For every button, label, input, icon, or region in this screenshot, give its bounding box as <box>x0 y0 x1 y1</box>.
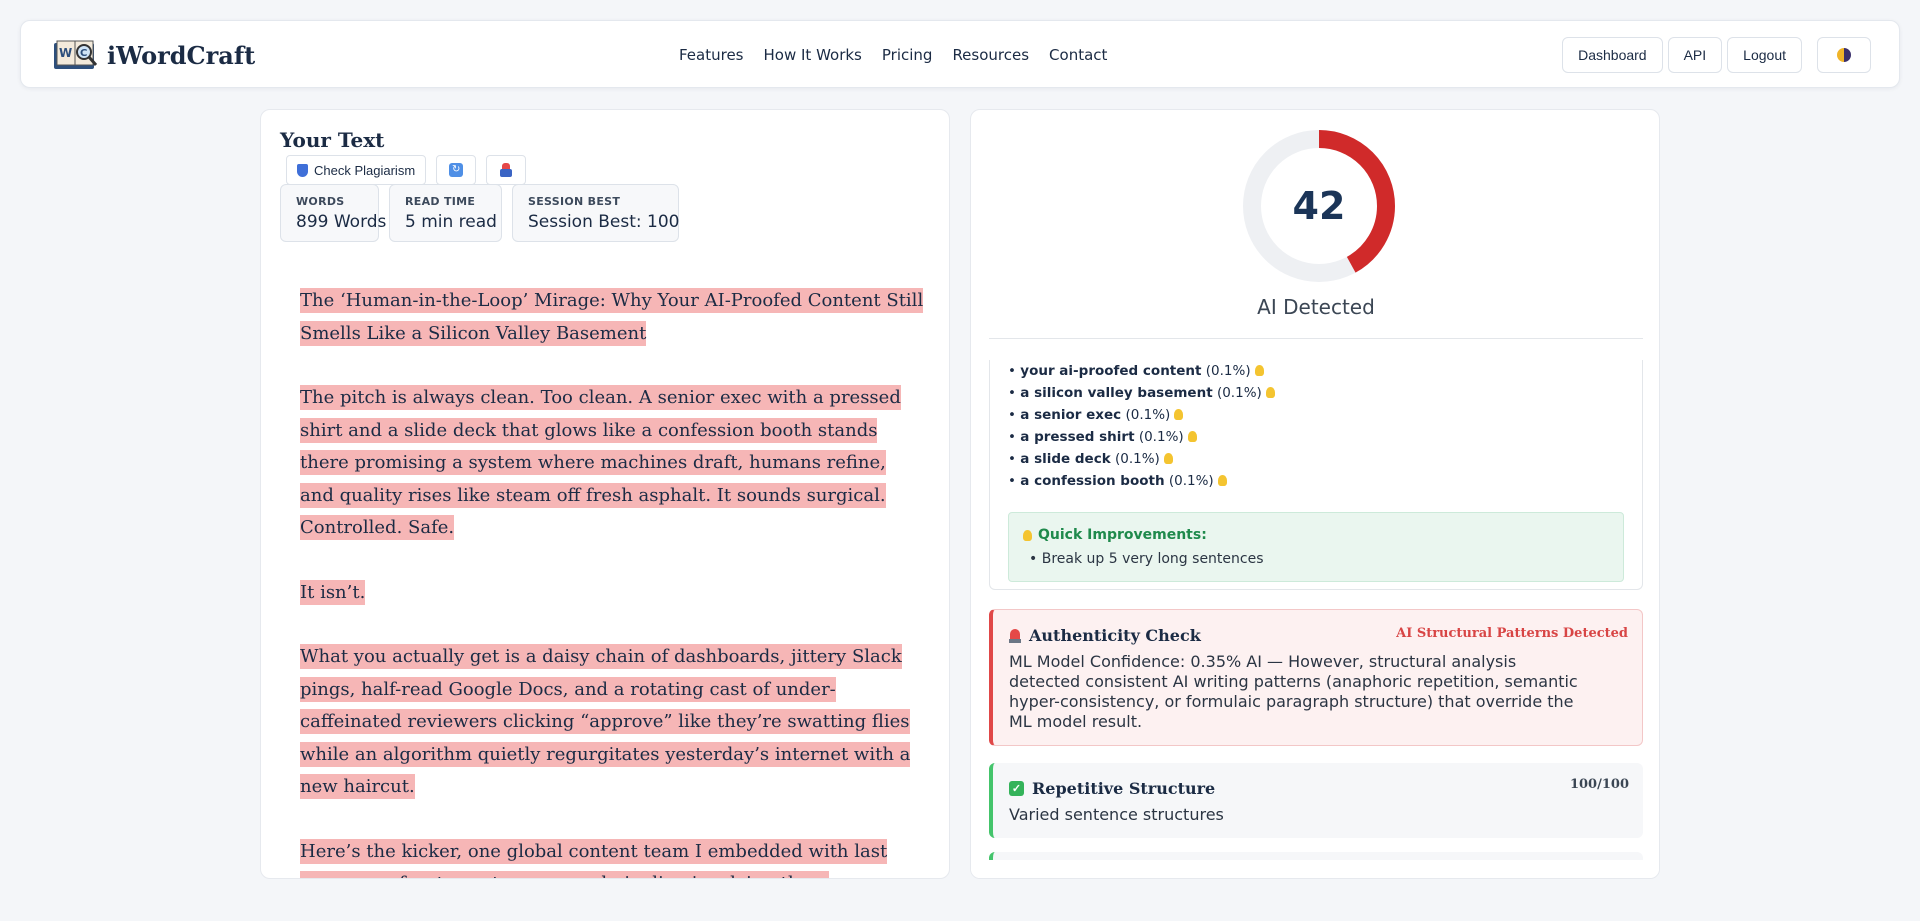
repetitive-structure-card: ✓ Repetitive Structure 100/100 Varied se… <box>989 763 1643 838</box>
read-time-label: READ TIME <box>405 195 476 208</box>
stats-row: WORDS 899 Words READ TIME 5 min read SES… <box>280 184 680 242</box>
list-item: • a pressed shirt (0.1%) <box>1008 426 1275 448</box>
panel-bottom-padding <box>971 860 1659 878</box>
nav-link-pricing[interactable]: Pricing <box>881 46 933 64</box>
dashboard-button[interactable]: Dashboard <box>1562 37 1663 73</box>
highlighted-text: What you actually get is a daisy chain o… <box>300 644 911 799</box>
siren-icon <box>1009 628 1021 643</box>
words-stat: WORDS 899 Words <box>280 184 387 242</box>
panel-title: Your Text <box>280 128 385 152</box>
nav-link-features[interactable]: Features <box>679 46 744 64</box>
repetitive-body: Varied sentence structures <box>1009 805 1224 824</box>
api-button[interactable]: API <box>1667 37 1723 73</box>
nav-link-resources[interactable]: Resources <box>952 46 1030 64</box>
refresh-icon: ↻ <box>449 163 464 177</box>
svg-text:C: C <box>80 48 87 59</box>
text-content[interactable]: The ‘Human-in-the-Loop’ Mirage: Why Your… <box>300 285 925 878</box>
lightbulb-icon <box>1163 453 1173 464</box>
nav-link-how-it-works[interactable]: How It Works <box>763 46 862 64</box>
quick-improvements-title: Quick Improvements: <box>1023 527 1207 543</box>
humanize-button[interactable] <box>486 155 527 185</box>
authenticity-title: Authenticity Check <box>1009 626 1201 645</box>
flagged-phrases-box: • your ai-proofed content (0.1%) • a sil… <box>989 360 1643 590</box>
shield-icon <box>297 163 308 177</box>
logout-button[interactable]: Logout <box>1727 37 1802 73</box>
words-value: 899 Words <box>296 212 387 232</box>
brand[interactable]: W C iWordCraft <box>51 35 255 75</box>
highlighted-text: The pitch is always clean. Too clean. A … <box>300 385 901 540</box>
brand-name: iWordCraft <box>107 40 256 70</box>
repetitive-title: ✓ Repetitive Structure <box>1009 779 1215 798</box>
status-badge: AI Structural Patterns Detected <box>1396 626 1628 641</box>
lightbulb-icon <box>1217 475 1227 486</box>
refresh-button[interactable]: ↻ <box>436 155 477 185</box>
text-paragraph: It isn’t. <box>300 577 925 610</box>
check-icon: ✓ <box>1009 781 1024 796</box>
list-item: • a senior exec (0.1%) <box>1008 404 1275 426</box>
ai-detected-label: AI Detected <box>1257 295 1375 319</box>
check-plagiarism-button[interactable]: Check Plagiarism <box>286 155 427 185</box>
lightbulb-icon <box>1265 387 1275 398</box>
check-plagiarism-label: Check Plagiarism <box>314 162 416 178</box>
lightbulb-icon <box>1023 529 1032 541</box>
lightbulb-icon <box>1254 365 1264 376</box>
authenticity-check-card: Authenticity Check AI Structural Pattern… <box>989 609 1643 746</box>
text-paragraph: The ‘Human-in-the-Loop’ Mirage: Why Your… <box>300 285 925 350</box>
half-moon-icon <box>1837 48 1851 62</box>
top-navbar: W C iWordCraft Features How It Works Pri… <box>20 20 1900 88</box>
list-item: • a slide deck (0.1%) <box>1008 448 1275 470</box>
ai-score-gauge <box>1243 130 1395 282</box>
ai-score-value: 42 <box>1292 184 1346 228</box>
text-paragraph: What you actually get is a daisy chain o… <box>300 641 925 804</box>
nav-actions: Dashboard API Logout <box>1562 37 1871 73</box>
list-item: • a confession booth (0.1%) <box>1008 470 1275 492</box>
read-time-value: 5 min read <box>405 212 497 232</box>
list-item: • a silicon valley basement (0.1%) <box>1008 382 1275 404</box>
session-best-stat: SESSION BEST Session Best: 100 <box>512 184 680 242</box>
theme-toggle-button[interactable] <box>1817 37 1871 73</box>
highlighted-text: Here’s the kicker, one global content te… <box>300 838 888 878</box>
repetitive-score: 100/100 <box>1569 777 1629 792</box>
lightbulb-icon <box>1174 409 1184 420</box>
robot-icon <box>500 163 513 177</box>
svg-text:W: W <box>59 46 72 60</box>
session-best-label: SESSION BEST <box>528 195 621 208</box>
words-label: WORDS <box>296 195 345 208</box>
editor-toolbar: Check Plagiarism ↻ <box>286 155 527 185</box>
divider <box>989 338 1643 339</box>
gauge-arc <box>1243 130 1395 282</box>
nav-link-contact[interactable]: Contact <box>1049 46 1108 64</box>
text-editor-panel: Your Text Check Plagiarism ↻ WORDS 899 W… <box>260 109 950 879</box>
list-item: • your ai-proofed content (0.1%) <box>1008 360 1275 382</box>
highlighted-text: It isn’t. <box>300 579 366 605</box>
read-time-stat: READ TIME 5 min read <box>389 184 502 242</box>
quick-improvements-box: Quick Improvements: Break up 5 very long… <box>1008 512 1624 582</box>
highlighted-text: The ‘Human-in-the-Loop’ Mirage: Why Your… <box>300 288 924 346</box>
nav-links: Features How It Works Pricing Resources … <box>679 21 1107 89</box>
session-best-value: Session Best: 100 <box>528 212 680 232</box>
quick-improvement-item: Break up 5 very long sentences <box>1029 551 1264 567</box>
book-magnifier-logo-icon: W C <box>54 40 98 69</box>
text-paragraph: Here’s the kicker, one global content te… <box>300 836 925 878</box>
analysis-panel: 42 AI Detected • your ai-proofed content… <box>970 109 1660 879</box>
flagged-phrase-list: • your ai-proofed content (0.1%) • a sil… <box>1008 360 1275 492</box>
authenticity-body: ML Model Confidence: 0.35% AI — However,… <box>1009 652 1578 731</box>
lightbulb-icon <box>1187 431 1197 442</box>
text-paragraph: The pitch is always clean. Too clean. A … <box>300 382 925 545</box>
